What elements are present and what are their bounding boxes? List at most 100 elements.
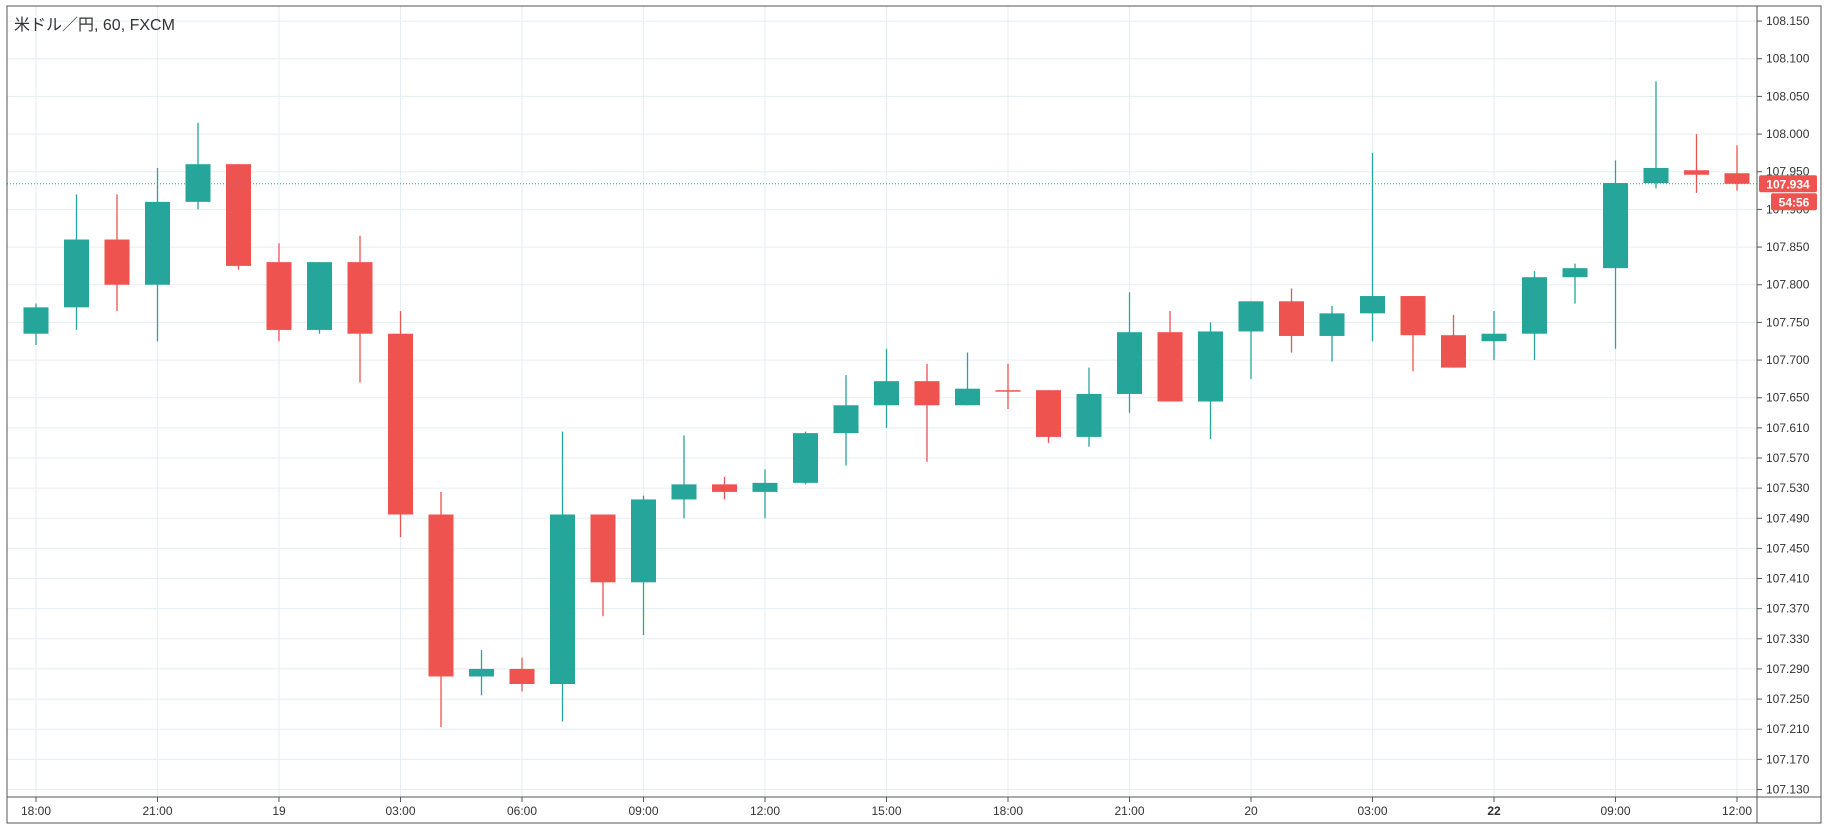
candle[interactable] [671, 435, 697, 519]
candle-body [752, 482, 778, 492]
candle[interactable] [64, 194, 89, 330]
candle[interactable] [1198, 322, 1223, 440]
candle-body [428, 514, 454, 677]
candle[interactable] [104, 194, 130, 312]
candle-body [226, 164, 251, 266]
candle[interactable] [833, 375, 859, 466]
time-tick-label: 18:00 [993, 804, 1023, 818]
time-tick-label: 03:00 [1357, 804, 1387, 818]
candle[interactable] [1036, 390, 1061, 443]
candle-body [145, 201, 170, 285]
candle[interactable] [469, 650, 494, 696]
candle[interactable] [1643, 81, 1669, 189]
price-tick-label: 108.100 [1766, 52, 1810, 66]
candle-body [266, 262, 292, 330]
price-tick-label: 107.290 [1766, 662, 1810, 676]
time-tick-label: 06:00 [507, 804, 537, 818]
candle[interactable] [590, 514, 616, 617]
time-tick-label: 12:00 [1722, 804, 1752, 818]
candle-body [185, 164, 211, 202]
candle[interactable] [1279, 288, 1304, 353]
candle[interactable] [428, 491, 454, 727]
candle[interactable] [145, 167, 170, 342]
candles[interactable] [23, 81, 1750, 727]
price-tick-label: 107.610 [1766, 421, 1810, 435]
candle[interactable] [874, 348, 899, 428]
candle-body [1481, 333, 1507, 342]
price-tick-label: 107.410 [1766, 572, 1810, 586]
candle[interactable] [1076, 367, 1102, 447]
time-axis[interactable]: 18:00 21:00 19 03:00 06:00 09:00 12:00 15:00 18:… [7, 796, 1821, 818]
candle[interactable] [266, 243, 292, 342]
grid-lines [7, 6, 1757, 797]
candle-body [1724, 173, 1750, 184]
candle-body [307, 262, 332, 330]
candle[interactable] [1157, 311, 1183, 402]
candle-body [793, 433, 818, 483]
candle[interactable] [1603, 160, 1628, 349]
candle[interactable] [712, 476, 737, 500]
time-tick-label: 09:00 [628, 804, 658, 818]
candle[interactable] [550, 431, 575, 722]
candle-body [23, 307, 49, 334]
time-tick-label: 09:00 [1600, 804, 1630, 818]
candle[interactable] [347, 235, 373, 383]
candle[interactable] [1441, 314, 1466, 368]
candle[interactable] [226, 164, 251, 270]
candle-body [1117, 332, 1142, 394]
candle[interactable] [955, 352, 980, 406]
plot-border [6, 5, 1822, 824]
price-tick-label: 108.150 [1766, 14, 1810, 28]
candle[interactable] [1522, 271, 1547, 361]
candle-body [1076, 393, 1102, 437]
candle-body [1360, 296, 1385, 314]
candle-body [347, 262, 373, 334]
candle-body [469, 668, 494, 677]
countdown-badge: 54:56 [1771, 193, 1817, 211]
candle[interactable] [185, 122, 211, 210]
candle[interactable] [23, 303, 49, 345]
price-tick-label: 107.570 [1766, 451, 1810, 465]
last-price-badge-bg [1759, 175, 1817, 193]
candle[interactable] [1400, 296, 1426, 372]
candle-body [1198, 331, 1223, 402]
price-tick-label: 107.530 [1766, 481, 1810, 495]
candle[interactable] [1238, 301, 1264, 379]
candle[interactable] [631, 495, 656, 636]
last-price-badge: 107.934 [1759, 175, 1817, 193]
price-tick-label: 107.490 [1766, 511, 1810, 525]
candle-body [1157, 332, 1183, 402]
candle[interactable] [1117, 292, 1142, 413]
price-tick-label: 107.750 [1766, 315, 1810, 329]
candle[interactable] [914, 363, 940, 462]
candle[interactable] [1319, 305, 1345, 362]
price-tick-label: 107.250 [1766, 692, 1810, 706]
price-axis[interactable]: 108.150 108.100 108.050 108.000 107.950107.9… [1756, 6, 1810, 823]
candle-body [1279, 301, 1304, 336]
candle[interactable] [1360, 152, 1385, 342]
countdown-badge-bg [1771, 193, 1817, 211]
time-tick-label: 03:00 [385, 804, 415, 818]
price-tick-label: 107.700 [1766, 353, 1810, 367]
candle[interactable] [388, 311, 413, 538]
candle[interactable] [793, 431, 818, 485]
candle-body [1400, 296, 1426, 336]
candle[interactable] [307, 262, 332, 334]
candle[interactable] [1684, 134, 1709, 193]
price-tick-label: 107.210 [1766, 722, 1810, 736]
candle[interactable] [1562, 263, 1588, 304]
candle[interactable] [995, 363, 1021, 410]
candle-body [104, 239, 130, 285]
candle[interactable] [1724, 145, 1750, 191]
candle[interactable] [1481, 311, 1507, 361]
price-tick-label: 107.330 [1766, 632, 1810, 646]
candle-body [550, 514, 575, 684]
time-tick-label: 18:00 [21, 804, 51, 818]
candle[interactable] [752, 469, 778, 519]
candle[interactable] [509, 657, 535, 692]
price-tick-label: 107.450 [1766, 541, 1810, 555]
countdown-value: 54:56 [1779, 195, 1810, 209]
candle-body [712, 484, 737, 492]
